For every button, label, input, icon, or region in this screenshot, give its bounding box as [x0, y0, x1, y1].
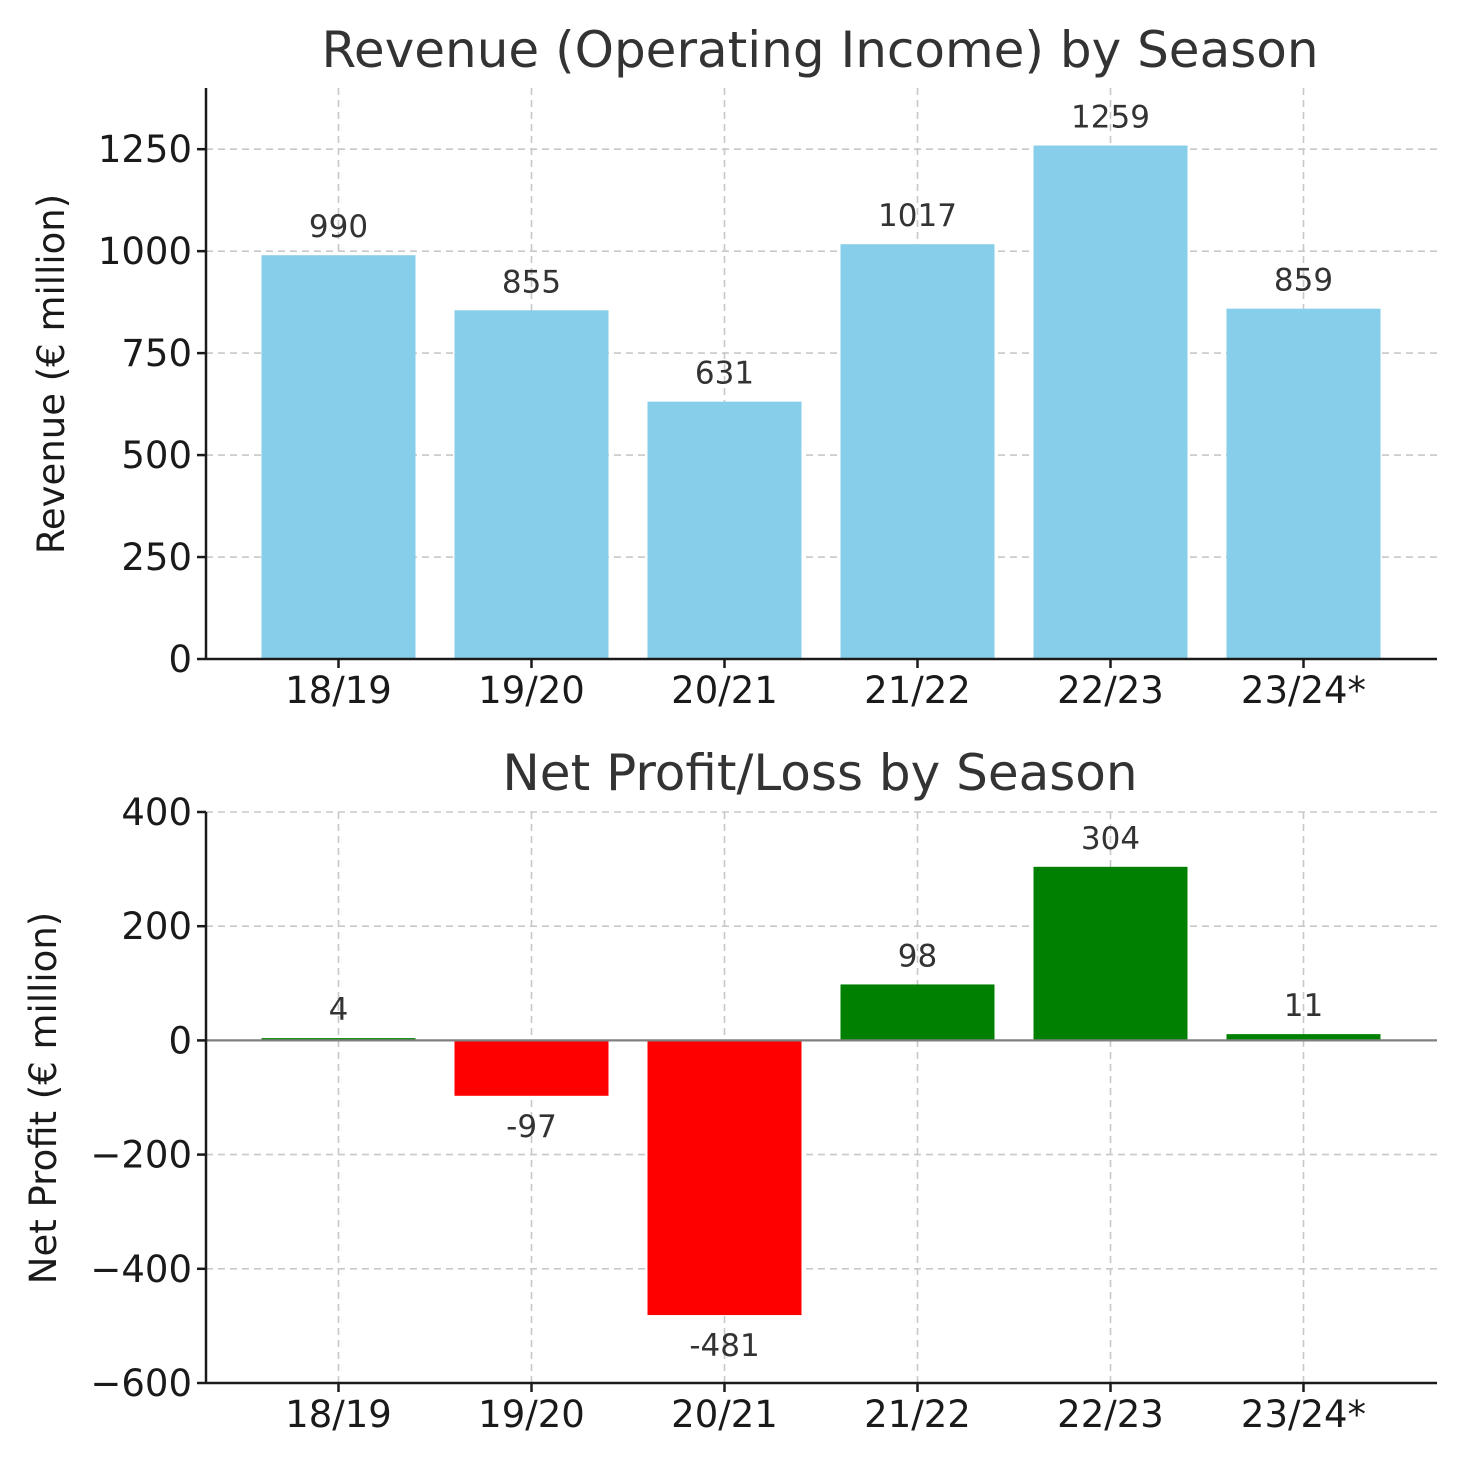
- net-profit-bar-22-23: [1033, 866, 1188, 1041]
- net-profit-x-tick-label: 22/23: [1057, 1393, 1164, 1436]
- revenue-bar-20-21: [647, 401, 802, 659]
- revenue-bar-18-19: [261, 255, 416, 659]
- net-profit-bar-19-20: [454, 1040, 609, 1096]
- net-profit-chart: Net Profit/Loss by Season Net Profit (€ …: [22, 744, 1437, 1436]
- revenue-axes: [197, 88, 1437, 668]
- revenue-bar-23-24-: [1226, 308, 1381, 659]
- revenue-y-tick-label: 1000: [98, 230, 192, 273]
- revenue-x-tick-label: 22/23: [1057, 669, 1164, 712]
- net-profit-bar-18-19: [261, 1038, 416, 1041]
- net-profit-data-labels: 4 -97 -481 98 304 11: [329, 821, 1324, 1364]
- revenue-y-tick-label: 0: [168, 638, 192, 681]
- net-profit-x-tick-label: 18/19: [285, 1393, 392, 1436]
- revenue-data-label: 859: [1274, 263, 1333, 299]
- net-profit-x-tick-label: 23/24*: [1241, 1393, 1366, 1436]
- net-profit-bar-23-24-: [1226, 1034, 1381, 1041]
- revenue-x-tick-label: 23/24*: [1241, 669, 1366, 712]
- revenue-y-tick-label: 500: [121, 434, 192, 477]
- net-profit-data-label: 98: [898, 938, 937, 974]
- net-profit-y-tick-label: −200: [90, 1134, 192, 1177]
- net-profit-y-tick-label: 0: [168, 1019, 192, 1062]
- revenue-bars: [261, 145, 1381, 659]
- revenue-bar-22-23: [1033, 145, 1188, 659]
- revenue-data-label: 855: [502, 264, 561, 300]
- net-profit-x-tick-label: 21/22: [864, 1393, 971, 1436]
- net-profit-bar-21-22: [840, 984, 995, 1041]
- revenue-data-label: 1259: [1071, 100, 1150, 136]
- net-profit-chart-title: Net Profit/Loss by Season: [502, 744, 1137, 802]
- revenue-data-label: 1017: [878, 198, 957, 234]
- net-profit-x-tick-label: 19/20: [478, 1393, 585, 1436]
- revenue-x-tick-label: 20/21: [671, 669, 778, 712]
- revenue-x-tick-label: 21/22: [864, 669, 971, 712]
- net-profit-data-label: -481: [689, 1328, 759, 1364]
- revenue-chart-title: Revenue (Operating Income) by Season: [321, 21, 1318, 79]
- revenue-data-labels: 990 855 631 1017 1259 859: [309, 100, 1333, 392]
- net-profit-y-tick-label: 200: [121, 905, 192, 948]
- revenue-y-tick-label: 750: [121, 332, 192, 375]
- net-profit-x-tick-label: 20/21: [671, 1393, 778, 1436]
- revenue-data-label: 990: [309, 209, 368, 245]
- revenue-bar-19-20: [454, 310, 609, 659]
- revenue-y-tick-label: 1250: [98, 128, 192, 171]
- net-profit-y-tick-label: 400: [121, 791, 192, 834]
- net-profit-data-label: 304: [1081, 821, 1140, 857]
- net-profit-axes: [197, 810, 1437, 1392]
- net-profit-data-label: 11: [1284, 988, 1323, 1024]
- net-profit-bar-20-21: [647, 1040, 802, 1316]
- net-profit-bars: [261, 866, 1381, 1316]
- net-profit-tick-labels: −600 −400 −200 0 200 400 18/19 19/20 20/21 21/22 2…: [90, 791, 1366, 1436]
- revenue-data-label: 631: [695, 356, 754, 392]
- revenue-x-tick-label: 18/19: [285, 669, 392, 712]
- net-profit-data-label: 4: [329, 992, 349, 1028]
- revenue-y-axis-label: Revenue (€ million): [30, 194, 73, 554]
- revenue-y-tick-label: 250: [121, 536, 192, 579]
- net-profit-y-tick-label: −600: [90, 1362, 192, 1405]
- revenue-tick-labels: 0 250 500 750 1000 1250 18/19 19/20 20/21 21/22 22…: [98, 128, 1366, 712]
- net-profit-y-tick-label: −400: [90, 1248, 192, 1291]
- revenue-x-tick-label: 19/20: [478, 669, 585, 712]
- net-profit-data-label: -97: [506, 1109, 557, 1145]
- net-profit-gridlines: [206, 811, 1437, 1384]
- net-profit-y-axis-label: Net Profit (€ million): [22, 912, 65, 1284]
- revenue-bar-21-22: [840, 244, 995, 659]
- revenue-chart: Revenue (Operating Income) by Season Rev…: [30, 21, 1437, 712]
